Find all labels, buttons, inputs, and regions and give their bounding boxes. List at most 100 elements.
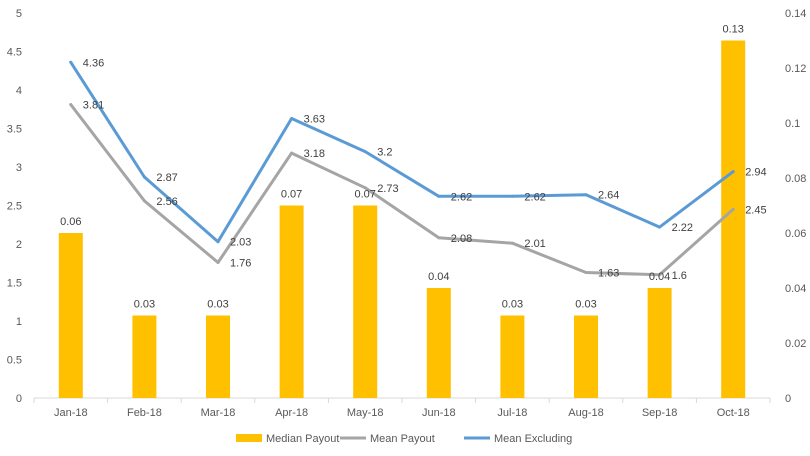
x-tick-label: Oct-18 [717, 407, 750, 419]
point-mean-payout [437, 236, 441, 240]
legend: Median Payout Mean Payout Mean Excluding [236, 433, 572, 445]
legend-label-median-payout: Median Payout [266, 433, 339, 445]
x-tick-label: Feb-18 [127, 407, 162, 419]
point-mean-payout [69, 103, 73, 107]
x-tick-label: May-18 [347, 407, 384, 419]
line-data-label: 2.73 [377, 183, 398, 195]
y-left-tick-label: 3 [16, 162, 22, 174]
y-right-tick-label: 0.06 [785, 228, 806, 240]
bar-median-payout [574, 315, 598, 398]
line-data-label: 2.56 [156, 196, 177, 208]
y-left-tick-label: 0 [16, 393, 22, 405]
point-mean-excluding [731, 170, 735, 174]
line-data-label: 1.76 [230, 257, 251, 269]
legend-swatch-median-payout [236, 434, 262, 442]
line-data-label: 3.63 [304, 113, 325, 125]
x-tick-label: Sep-18 [642, 407, 677, 419]
bar-data-label: 0.03 [207, 299, 228, 311]
line-data-label: 2.08 [451, 233, 472, 245]
point-mean-excluding [290, 116, 294, 120]
legend-label-mean-excluding: Mean Excluding [494, 433, 572, 445]
point-mean-excluding [510, 194, 514, 198]
line-data-label: 2.94 [745, 167, 766, 179]
bar-median-payout [132, 315, 157, 398]
line-data-label: 4.36 [83, 57, 104, 69]
line-data-label: 2.87 [156, 172, 177, 184]
point-mean-payout [142, 199, 146, 203]
line-data-label: 2.22 [672, 222, 693, 234]
x-tick-label: Apr-18 [275, 407, 308, 419]
line-data-label: 3.81 [83, 100, 104, 112]
line-data-label: 2.45 [745, 204, 766, 216]
line-data-label: 2.64 [598, 190, 619, 202]
point-mean-payout [290, 151, 294, 155]
point-mean-payout [658, 273, 662, 277]
bar-median-payout [426, 288, 451, 398]
line-data-label: 2.62 [524, 191, 545, 203]
bar-median-payout [647, 288, 672, 398]
x-tick-label: Jan-18 [54, 407, 88, 419]
line-data-label: 2.62 [451, 191, 472, 203]
line-data-label: 3.2 [377, 147, 392, 159]
bar-data-label: 0.04 [428, 271, 449, 283]
bar-data-label: 0.04 [649, 271, 670, 283]
line-data-label: 2.03 [230, 237, 251, 249]
data-labels: 0.06 0.03 0.03 0.07 0.07 0.04 0.03 0.03 0.04 0.13… [60, 24, 767, 311]
line-data-label: 1.6 [672, 270, 687, 282]
bar-data-label: 0.07 [281, 189, 302, 201]
x-tick-label: Jun-18 [422, 407, 456, 419]
bar-median-payout [279, 205, 304, 398]
x-tick-label: Aug-18 [568, 407, 603, 419]
y-left-tick-label: 0.5 [7, 355, 22, 367]
point-mean-excluding [69, 60, 73, 64]
y-left-tick-label: 2 [16, 239, 22, 251]
y-left-tick-label: 3.5 [7, 124, 22, 136]
y-left-tick-label: 5 [16, 8, 22, 20]
y-left-tick-label: 4.5 [7, 47, 22, 59]
point-mean-excluding [216, 240, 220, 244]
y-left-tick-label: 1.5 [7, 278, 22, 290]
y-right-tick-label: 0.08 [785, 173, 806, 185]
bar-data-label: 0.07 [354, 189, 375, 201]
point-mean-excluding [142, 175, 146, 179]
y-left-tick-label: 4 [16, 85, 22, 97]
bar-data-label: 0.03 [134, 299, 155, 311]
line-mean-payout [69, 103, 735, 277]
y-left-tick-label: 1 [16, 316, 22, 328]
line-mean-excluding [69, 60, 735, 244]
point-mean-payout [510, 241, 514, 245]
point-mean-payout [216, 260, 220, 264]
bar-data-label: 0.06 [60, 216, 81, 228]
x-tick-label: Mar-18 [201, 407, 236, 419]
point-mean-payout [584, 270, 588, 274]
y-left-tick-label: 2.5 [7, 201, 22, 213]
y-right-tick-label: 0.04 [785, 283, 806, 295]
y-right-tick-label: 0.1 [785, 118, 800, 130]
line-data-label: 2.01 [524, 238, 545, 250]
y-right-tick-label: 0.12 [785, 63, 806, 75]
y-right-tick-label: 0.02 [785, 338, 806, 350]
y-right-tick-label: 0.14 [785, 8, 806, 20]
bar-median-payout [58, 233, 83, 398]
bar-median-payout [500, 315, 525, 398]
point-mean-excluding [437, 194, 441, 198]
x-tick-label: Jul-18 [497, 407, 527, 419]
median-payout-bars [58, 40, 746, 398]
bar-data-label: 0.13 [722, 24, 743, 36]
bar-data-label: 0.03 [502, 299, 523, 311]
axes: Jan-18 Feb-18 Mar-18 Apr-18 May-18 Jun-18 Jul-… [7, 8, 807, 419]
point-mean-payout [363, 186, 367, 190]
point-mean-excluding [363, 150, 367, 154]
point-mean-excluding [584, 193, 588, 197]
bar-median-payout [721, 40, 746, 398]
bar-median-payout [353, 205, 378, 398]
mean-lines [69, 60, 735, 277]
point-mean-payout [731, 207, 735, 211]
bar-median-payout [206, 315, 230, 398]
legend-label-mean-payout: Mean Payout [370, 433, 435, 445]
bar-data-label: 0.03 [575, 299, 596, 311]
line-data-label: 1.63 [598, 267, 619, 279]
point-mean-excluding [658, 225, 662, 229]
